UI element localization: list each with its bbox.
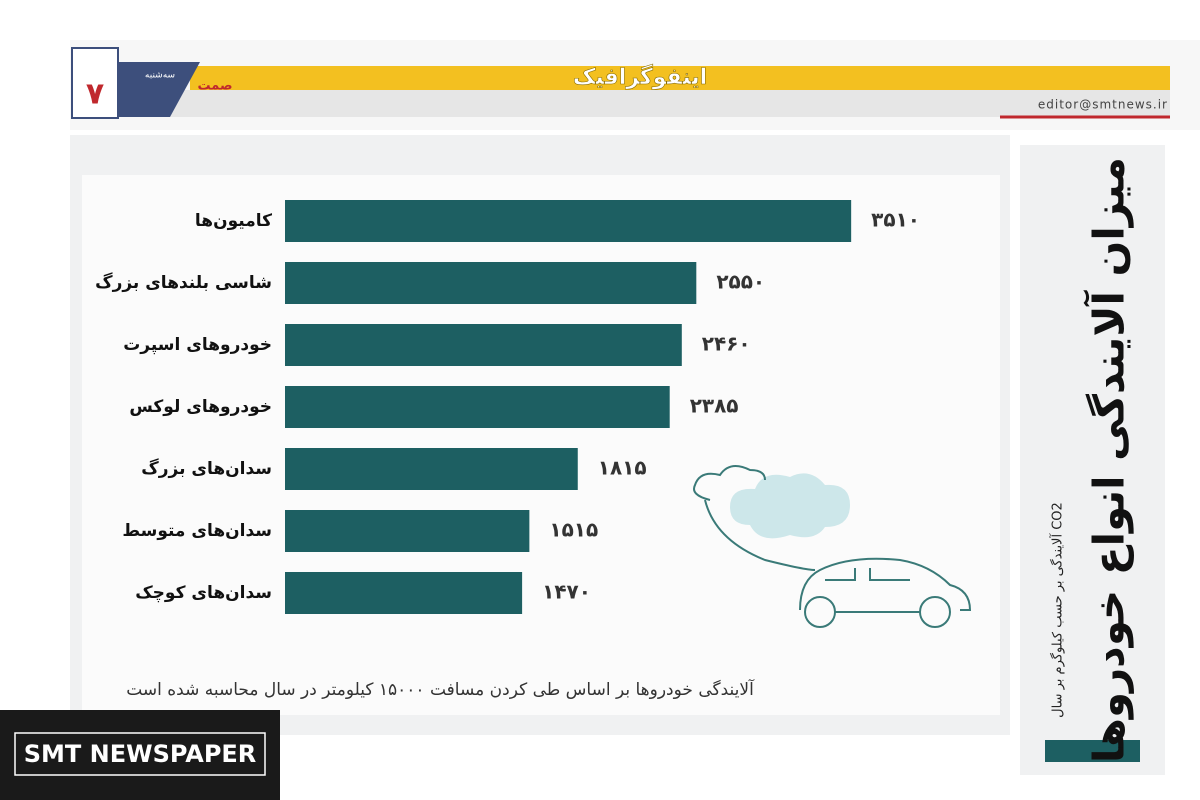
category-label: سدان‌های بزرگ — [141, 459, 272, 479]
title-panel — [1020, 145, 1165, 775]
chart-subtitle: آلایندگی بر حسب کیلوگرم بر سال CO2 — [1049, 502, 1066, 718]
value-label: ۱۸۱۵ — [598, 456, 647, 480]
chart-title: میزان آلایندگی انواع خودروها — [1084, 157, 1135, 763]
title-accent — [1045, 740, 1140, 762]
category-label: شاسی بلندهای بزرگ — [95, 273, 272, 293]
chart-area — [82, 175, 1000, 715]
value-label: ۱۴۷۰ — [542, 580, 591, 604]
chart-note: آلایندگی خودروها بر اساس طی کردن مسافت ۱… — [126, 678, 755, 700]
illustration — [693, 465, 972, 628]
watermark: SMT NEWSPAPER — [24, 740, 257, 768]
category-label: کامیون‌ها — [195, 211, 272, 231]
date-box — [118, 62, 200, 117]
bar — [285, 386, 670, 428]
header-band — [190, 66, 1170, 90]
value-label: ۳۵۱۰ — [871, 208, 920, 232]
value-label: ۲۵۵۰ — [716, 270, 765, 294]
page-number: ۷ — [86, 77, 104, 112]
bar — [285, 510, 530, 552]
category-label: سدان‌های متوسط — [122, 521, 272, 541]
section-title: اینفوگرافیک — [573, 63, 707, 90]
category-label: خودروهای اسپرت — [123, 335, 272, 355]
email: editor@smtnews.ir — [1038, 98, 1168, 112]
bar — [285, 324, 682, 366]
value-label: ۱۵۱۵ — [549, 518, 598, 542]
bar — [285, 262, 697, 304]
logo: صمت — [197, 79, 232, 94]
header-subband — [120, 90, 1170, 117]
watermark-frame — [14, 732, 266, 776]
page-box — [71, 47, 119, 119]
bar — [285, 200, 852, 242]
value-label: ۲۳۸۵ — [690, 394, 739, 418]
category-label: خودروهای لوکس — [129, 397, 272, 417]
bar — [285, 448, 578, 490]
header-day: سه‌شنبه — [145, 71, 175, 81]
category-label: سدان‌های کوچک — [135, 583, 272, 603]
value-label: ۲۴۶۰ — [702, 332, 751, 356]
bar — [285, 572, 523, 614]
